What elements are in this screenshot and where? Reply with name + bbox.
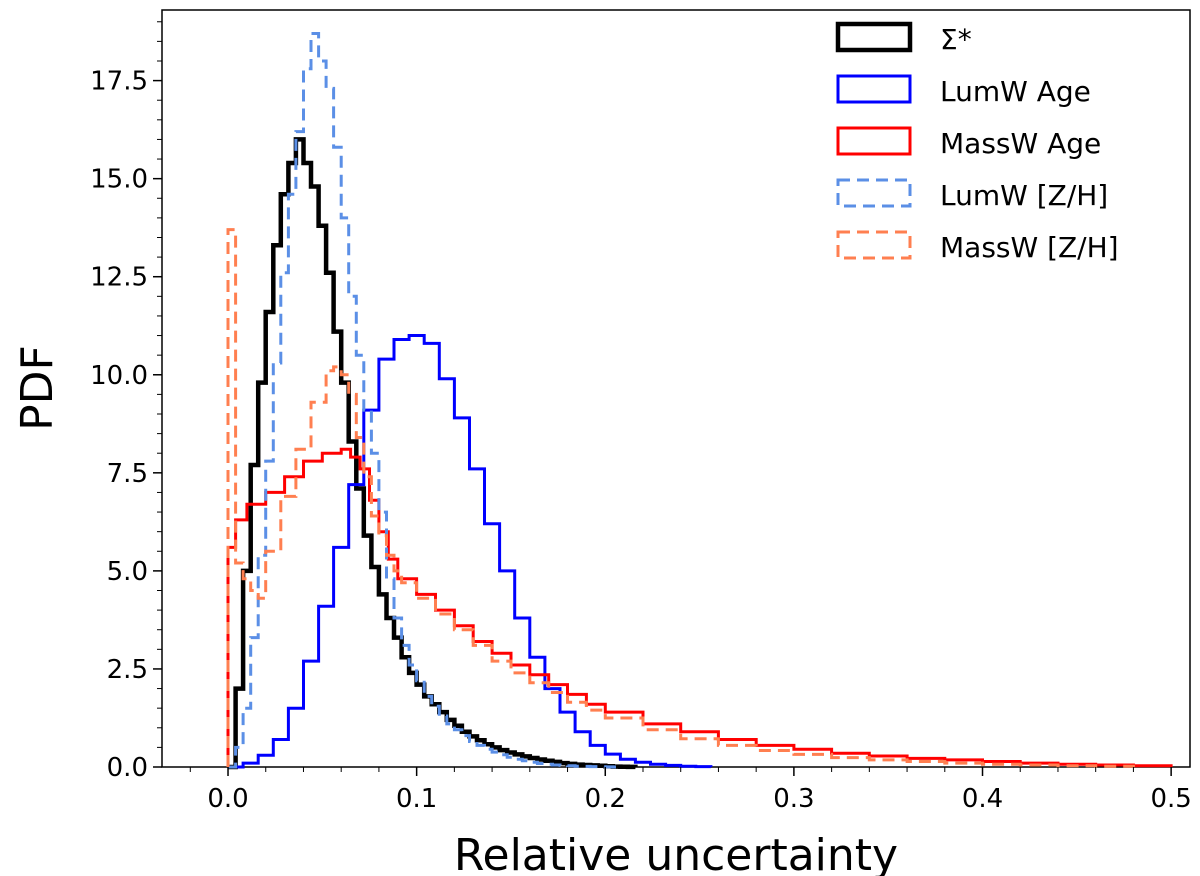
y-tick-label: 15.0 (90, 165, 148, 195)
legend-label: LumW [Z/H] (940, 179, 1108, 212)
y-tick-label: 2.5 (107, 655, 148, 685)
x-tick-label: 0.1 (396, 784, 437, 814)
y-tick-label: 0.0 (107, 753, 148, 783)
y-axis-label: PDF (12, 345, 63, 431)
plot-frame (161, 9, 1191, 768)
x-tick-label: 0.0 (207, 784, 248, 814)
legend-swatch (835, 21, 913, 53)
legend-label: Σ* (940, 23, 972, 56)
legend-label: MassW [Z/H] (940, 231, 1119, 264)
plot-area: 0.0 0.1 0.2 0.3 0.4 0.5 0.0 2.5 5.0 7.5 10.0 12.5 15… (90, 9, 1192, 814)
series-massw-z-h (226, 228, 1135, 768)
legend-label: MassW Age (940, 127, 1101, 160)
ticks-layer: 0.0 0.1 0.2 0.3 0.4 0.5 0.0 2.5 5.0 7.5 10.0 12.5 15… (90, 21, 1192, 814)
series-lumw-z-h (228, 32, 621, 769)
x-tick-label: 0.5 (1150, 784, 1191, 814)
legend-item: LumW Age (836, 74, 1091, 108)
legend: Σ* LumW Age MassW Age LumW [Z/H] MassW [Z/H] (835, 21, 1119, 264)
y-tick-label: 5.0 (107, 557, 148, 587)
legend-label: LumW Age (940, 75, 1091, 108)
y-tick-label: 12.5 (90, 263, 148, 293)
x-tick-label: 0.2 (585, 784, 626, 814)
legend-swatch (836, 126, 912, 156)
legend-swatch (836, 230, 912, 260)
y-tick-label: 17.5 (90, 67, 148, 97)
series-lumw-age (228, 334, 713, 769)
x-axis-label: Relative uncertainty (454, 830, 898, 876)
legend-item: MassW [Z/H] (836, 230, 1119, 264)
legend-swatch (836, 74, 912, 104)
legend-swatch (836, 178, 912, 208)
series-massw-age (226, 447, 1173, 768)
legend-item: Σ* (835, 21, 972, 56)
y-tick-label: 10.0 (90, 361, 148, 391)
legend-item: LumW [Z/H] (836, 178, 1108, 212)
legend-item: MassW Age (836, 126, 1101, 160)
y-tick-label: 7.5 (107, 459, 148, 489)
x-tick-label: 0.3 (773, 784, 814, 814)
x-tick-label: 0.4 (962, 784, 1003, 814)
series-layer (226, 32, 1173, 770)
